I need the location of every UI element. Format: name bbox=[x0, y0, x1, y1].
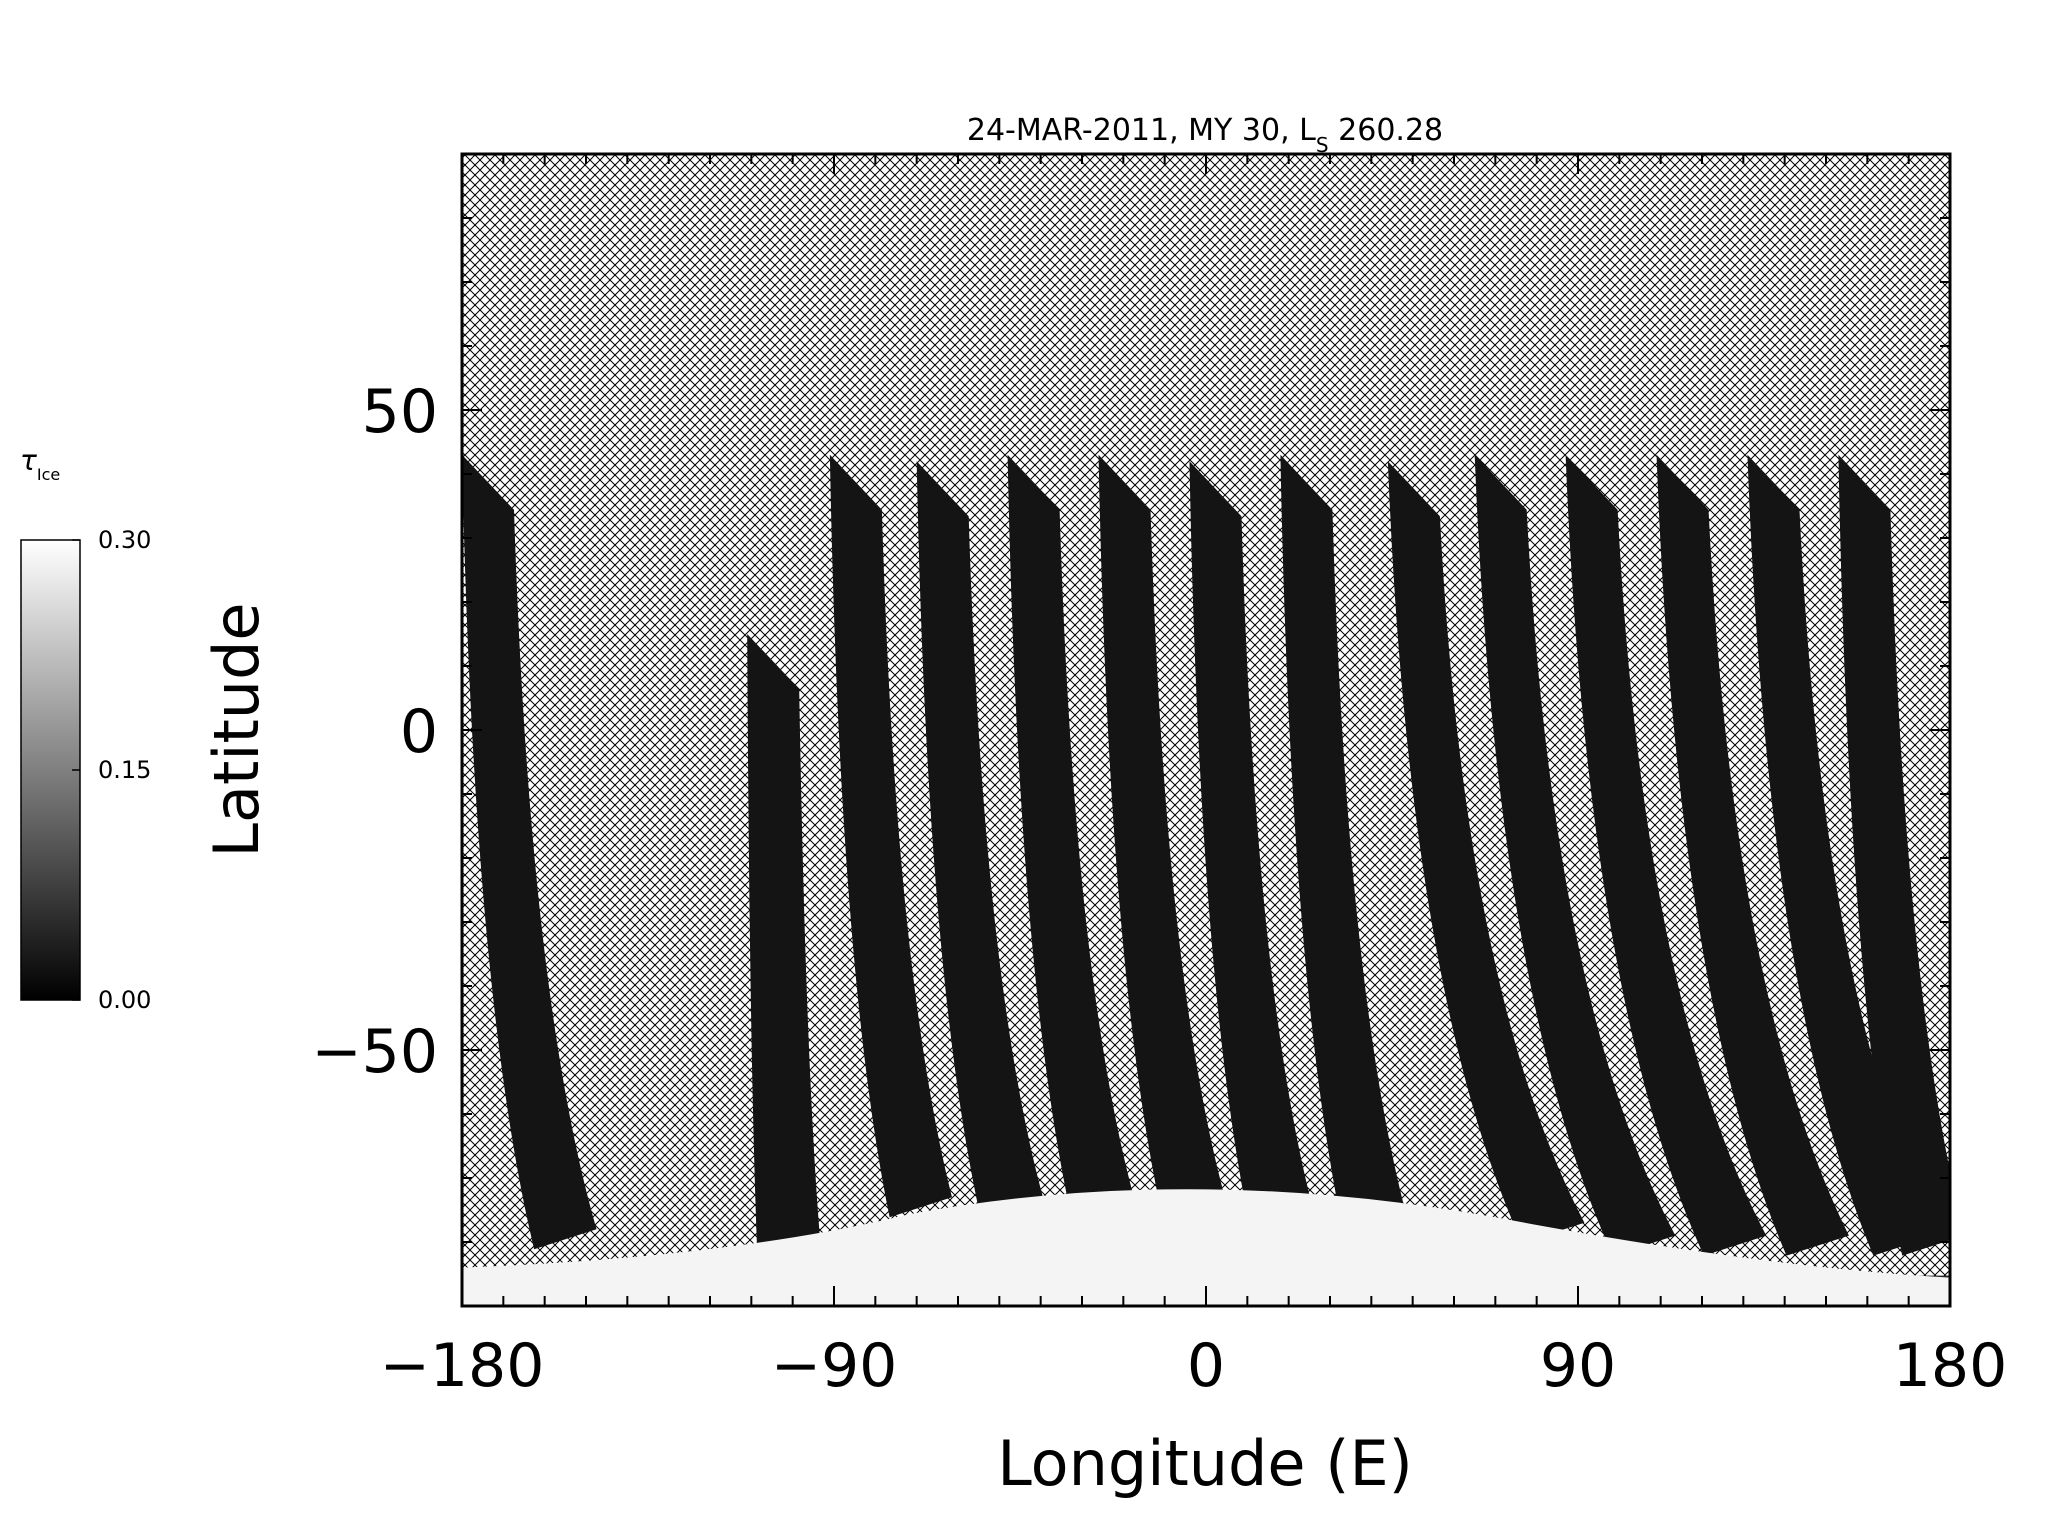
colorbar-tick-label: 0.00 bbox=[98, 986, 151, 1014]
swath-1 bbox=[462, 454, 597, 1250]
title-mars-year: MY 30 bbox=[1188, 113, 1280, 148]
y-tick-label: −50 bbox=[311, 1017, 438, 1087]
swath-3 bbox=[829, 454, 952, 1218]
title-ls-symbol: L bbox=[1299, 113, 1316, 148]
swath-8 bbox=[1280, 454, 1407, 1237]
swath-2 bbox=[747, 634, 820, 1256]
chart-title: 24-MAR-2011, MY 30, LS 260.28 bbox=[967, 113, 1443, 157]
x-tick-label: −180 bbox=[380, 1331, 545, 1401]
x-axis-label: Longitude (E) bbox=[997, 1427, 1413, 1500]
colorbar bbox=[20, 539, 81, 1001]
colorbar-label: τIce bbox=[20, 444, 60, 484]
swath-4 bbox=[916, 461, 1043, 1218]
swath-12 bbox=[1656, 454, 1849, 1256]
y-tick-label: 0 bbox=[400, 697, 438, 767]
swath-13 bbox=[1747, 454, 1936, 1256]
colorbar-ticks: 0.00 0.15 0.30 bbox=[72, 526, 151, 1014]
colorbar-tick-label: 0.15 bbox=[98, 756, 151, 784]
x-tick-label: 0 bbox=[1187, 1331, 1225, 1401]
x-tick-label: 180 bbox=[1893, 1331, 2008, 1401]
swath-10 bbox=[1474, 454, 1676, 1256]
swath-7 bbox=[1189, 461, 1312, 1224]
x-tick-label: −90 bbox=[771, 1331, 898, 1401]
swath-11 bbox=[1565, 454, 1767, 1256]
colorbar-subscript: Ice bbox=[37, 465, 60, 484]
title-ls-value: 260.28 bbox=[1338, 113, 1443, 148]
y-tick-label: 50 bbox=[362, 377, 438, 447]
y-axis-label: Latitude bbox=[200, 602, 273, 857]
swath-9 bbox=[1387, 461, 1585, 1243]
swath-6 bbox=[1098, 454, 1225, 1218]
swath-14 bbox=[1838, 454, 1950, 1256]
y-axis: −50 0 50 bbox=[311, 153, 1950, 1307]
colorbar-tick-label: 0.30 bbox=[98, 526, 151, 554]
x-tick-label: 90 bbox=[1540, 1331, 1616, 1401]
title-ls-subscript: S bbox=[1316, 133, 1329, 157]
colorbar-symbol: τ bbox=[20, 444, 37, 477]
polar-ice-cap bbox=[462, 1189, 1950, 1306]
swath-5 bbox=[1007, 454, 1134, 1218]
title-date: 24-MAR-2011 bbox=[967, 113, 1169, 148]
x-axis: −180 −90 0 90 180 bbox=[380, 154, 2008, 1401]
